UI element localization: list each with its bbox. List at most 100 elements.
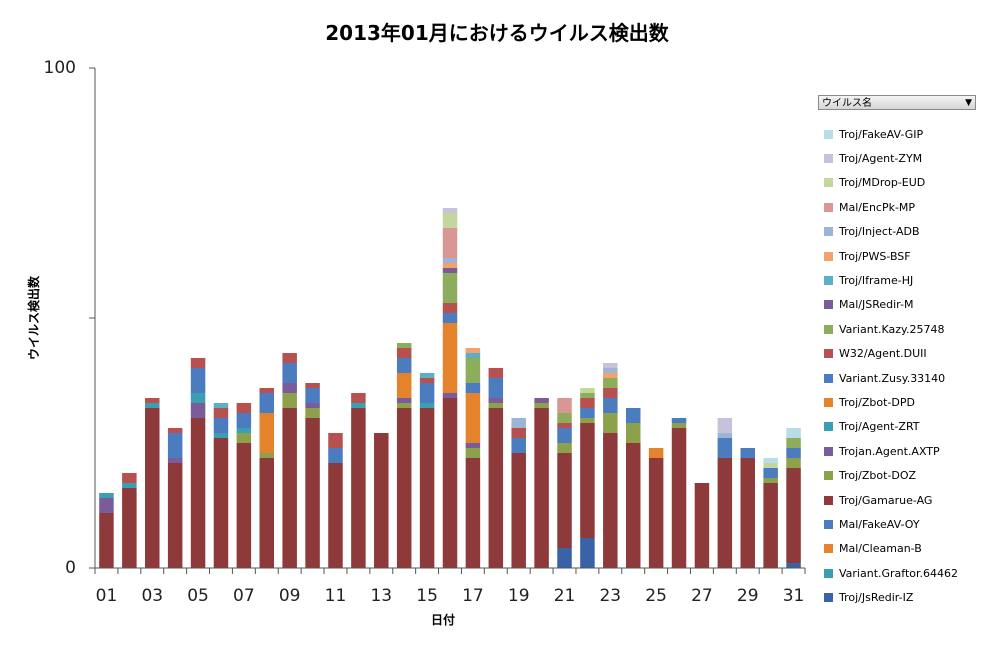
legend-label: Variant.Zusy.33140: [839, 371, 946, 385]
bar-segment: [580, 418, 595, 423]
bar-segment: [557, 413, 572, 423]
legend-item: Troj/Agent-ZYM: [818, 146, 976, 170]
bar-segment: [442, 393, 458, 398]
bar-segment: [419, 403, 435, 408]
x-tick-label: 25: [645, 586, 667, 606]
bar-segment: [580, 538, 595, 568]
legend-label: Mal/JSRedir-M: [839, 298, 914, 312]
legend-swatch: [824, 373, 833, 383]
bar-segment: [442, 258, 458, 263]
bar-segment: [167, 463, 183, 568]
legend-label: Mal/Cleaman-B: [839, 542, 922, 556]
bar-segment: [396, 343, 412, 348]
x-tick-label: 15: [416, 586, 438, 606]
bar-segment: [190, 403, 206, 418]
legend-swatch: [824, 251, 833, 261]
bar-segment: [786, 428, 801, 438]
legend-swatch: [824, 129, 833, 139]
bar-segment: [419, 383, 435, 403]
bar-segment: [694, 483, 710, 568]
x-tick-label: 03: [141, 586, 163, 606]
bar-segment: [717, 458, 733, 568]
bar-segment: [259, 413, 275, 453]
bar-segment: [488, 398, 504, 403]
bar-segment: [534, 398, 549, 403]
x-tick-label: 19: [508, 586, 530, 606]
bar-segment: [190, 368, 206, 393]
legend: ウイルス名 ▼ Troj/FakeAV-GIP Troj/Agent-ZYM Tro…: [818, 95, 976, 610]
bar-segment: [465, 448, 481, 458]
legend-label: Variant.Kazy.25748: [839, 322, 945, 336]
legend-swatch: [824, 471, 833, 481]
bar-segment: [236, 403, 252, 413]
bar-segment: [282, 353, 297, 363]
legend-swatch: [824, 593, 833, 603]
legend-item: Trojan.Agent.AXTP: [818, 439, 976, 463]
bar-segment: [511, 418, 526, 428]
bar-segment: [717, 433, 733, 438]
legend-item: Troj/FakeAV-GIP: [818, 122, 976, 146]
bar-segment: [786, 448, 801, 458]
bar-segment: [534, 403, 549, 408]
bar-segment: [305, 418, 320, 568]
bar-segment: [603, 388, 618, 398]
bar-segment: [442, 398, 458, 568]
legend-list: Troj/FakeAV-GIP Troj/Agent-ZYM Troj/MDrop-…: [818, 122, 976, 610]
legend-swatch: [824, 202, 833, 212]
bar-segment: [213, 403, 229, 408]
bar-segment: [351, 393, 366, 403]
legend-swatch: [824, 154, 833, 164]
bar-segment: [740, 448, 755, 458]
legend-label: Troj/Zbot-DPD: [839, 395, 915, 409]
bar-segment: [465, 458, 481, 568]
legend-swatch: [824, 276, 833, 286]
legend-label: Variant.Graftor.64462: [839, 566, 959, 580]
bar-segment: [282, 383, 297, 393]
bar-segment: [648, 448, 664, 458]
bar-segment: [786, 458, 801, 468]
x-axis-title: 日付: [431, 612, 455, 627]
bar-segment: [213, 438, 229, 568]
bar-segment: [488, 378, 504, 398]
legend-swatch: [824, 178, 833, 188]
legend-item: Troj/Agent-ZRT: [818, 415, 976, 439]
bar-segment: [213, 433, 229, 438]
chevron-down-icon[interactable]: ▼: [965, 98, 972, 108]
bar-segment: [442, 208, 458, 213]
x-tick-label: 09: [279, 586, 301, 606]
bar-segment: [374, 433, 389, 568]
x-tick-label: 17: [462, 586, 484, 606]
legend-swatch: [824, 349, 833, 359]
bar-segment: [396, 403, 412, 408]
legend-label: Troj/MDrop-EUD: [839, 176, 926, 190]
bar-segment: [557, 423, 572, 428]
bar-segment: [419, 408, 435, 568]
legend-item: Troj/Inject-ADB: [818, 220, 976, 244]
bar-segment: [786, 438, 801, 448]
bar-segment: [465, 443, 481, 448]
bar-segment: [625, 423, 641, 443]
legend-item: Troj/Gamarue-AG: [818, 488, 976, 512]
bar-segment: [167, 458, 183, 463]
bar-segment: [145, 403, 160, 408]
bar-segment: [122, 488, 137, 568]
bar-segment: [625, 443, 641, 568]
bar-segment: [763, 463, 778, 468]
legend-label: Troj/Gamarue-AG: [839, 493, 933, 507]
x-tick-label: 21: [554, 586, 576, 606]
bar-segment: [671, 418, 687, 423]
legend-label: Troj/Agent-ZYM: [839, 152, 923, 166]
legend-swatch: [824, 519, 833, 529]
bar-segment: [259, 453, 275, 458]
bar-segment: [488, 403, 504, 408]
legend-item: Mal/JSRedir-M: [818, 293, 976, 317]
legend-swatch: [824, 568, 833, 578]
bar-segment: [259, 388, 275, 393]
bar-segment: [786, 468, 801, 563]
legend-label: Trojan.Agent.AXTP: [839, 444, 940, 458]
x-ticks-group: 01 03 05 07 09 11 13 15 17 19 21 23 25 27 29 31: [94, 568, 806, 606]
bar-segment: [511, 438, 526, 453]
bar-segment: [190, 393, 206, 403]
bar-segment: [557, 398, 572, 413]
legend-filter-dropdown[interactable]: ウイルス名 ▼: [818, 95, 976, 110]
